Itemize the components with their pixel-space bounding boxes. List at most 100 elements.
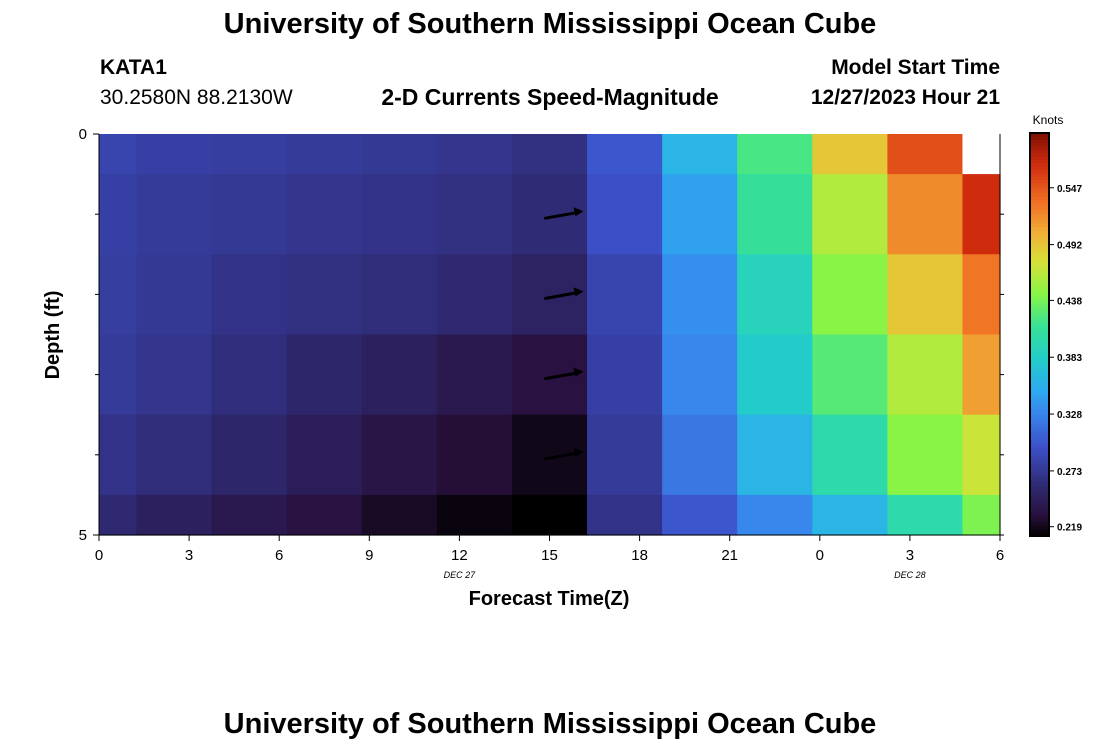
heatmap-cell (511, 494, 588, 536)
heatmap-cell (587, 254, 663, 336)
x-tick-label: 6 (996, 547, 1004, 564)
colorbar-segment (1030, 371, 1049, 376)
colorbar-segment (1030, 257, 1049, 262)
colorbar-segment (1030, 213, 1049, 218)
heatmap-cell (737, 494, 813, 536)
colorbar-segment (1030, 495, 1049, 500)
colorbar-segment (1030, 428, 1049, 433)
colorbar-segment (1030, 472, 1049, 477)
colorbar-segment (1030, 243, 1049, 248)
x-tick-label: 0 (95, 547, 103, 564)
heatmap-cell (887, 174, 964, 255)
colorbar-segment (1030, 294, 1049, 299)
colorbar-segment (1030, 237, 1049, 241)
colorbar-segment (1030, 196, 1049, 201)
colorbar-segment (1030, 317, 1049, 322)
colorbar-segment (1030, 529, 1049, 534)
colorbar-segment (1030, 159, 1049, 164)
colorbar-segment (1030, 448, 1049, 453)
colorbar-segment (1030, 341, 1049, 346)
x-axis-label: Forecast Time(Z) (469, 588, 630, 610)
heatmap-cell (361, 174, 438, 255)
colorbar-segment (1030, 492, 1049, 497)
colorbar-segment (1030, 183, 1049, 188)
heatmap-cell (211, 494, 288, 536)
current-vector-arrow (544, 367, 584, 381)
heatmap-cell (887, 414, 964, 496)
colorbar-segment (1030, 156, 1049, 161)
colorbar-segment (1030, 223, 1049, 228)
colorbar-segment (1030, 193, 1049, 198)
heatmap-cell (812, 134, 888, 175)
heatmap-cell (361, 414, 438, 496)
colorbar-segment (1030, 227, 1049, 231)
model-start-time: 12/27/2023 Hour 21 (810, 86, 1000, 109)
x-date-label: DEC 27 (444, 570, 477, 580)
colorbar-segment (1030, 368, 1049, 372)
heatmap-cell (136, 334, 213, 416)
colorbar: 0.219 0.273 0.328 0.383 0.438 0.492 0.547 (1029, 132, 1082, 537)
colorbar-segment (1030, 253, 1049, 258)
heatmap-cell (136, 254, 213, 336)
heatmap-cell (662, 414, 738, 496)
heatmap-cell (587, 414, 663, 496)
colorbar-segment (1030, 525, 1049, 530)
colorbar-segment (1030, 307, 1049, 312)
colorbar-segment (1030, 284, 1049, 288)
y-tick-label: 5 (79, 527, 87, 544)
colorbar-segment (1030, 354, 1049, 359)
heatmap-cell (211, 414, 288, 496)
heatmap-cell (812, 334, 888, 416)
chart-subtitle: 2-D Currents Speed-Magnitude (381, 84, 719, 110)
colorbar-segment (1030, 452, 1049, 456)
heatmap-cell (286, 134, 363, 175)
colorbar-segment (1030, 136, 1049, 141)
colorbar-segment (1030, 206, 1049, 211)
colorbar-segment (1030, 314, 1049, 319)
heatmap-cell (511, 174, 588, 255)
heatmap-cell (99, 134, 138, 175)
y-axis-label: Depth (ft) (42, 291, 64, 380)
heatmap-cell (211, 254, 288, 336)
heatmap-cell (511, 334, 588, 416)
heatmap-cell (436, 494, 513, 536)
heatmap-cell (887, 334, 964, 416)
colorbar-segment (1030, 475, 1049, 480)
colorbar-segment (1030, 334, 1049, 339)
colorbar-tick-label: 0.328 (1057, 410, 1082, 421)
heatmap-cell (99, 174, 138, 255)
colorbar-segment (1030, 216, 1049, 221)
colorbar-segment (1030, 240, 1049, 245)
colorbar-segment (1030, 405, 1049, 409)
colorbar-segment (1030, 398, 1049, 403)
colorbar-segment (1030, 394, 1049, 399)
heatmap-cell (511, 254, 588, 336)
heatmap-cell (286, 414, 363, 496)
colorbar-segment (1030, 143, 1049, 147)
heatmap-cell (962, 254, 1001, 336)
colorbar-segment (1030, 418, 1049, 423)
heatmap-cell (887, 494, 964, 536)
current-vectors (544, 207, 584, 461)
colorbar-segment (1030, 220, 1049, 225)
colorbar-segment (1030, 300, 1049, 305)
colorbar-segment (1030, 358, 1049, 362)
colorbar-segment (1030, 374, 1049, 379)
colorbar-segment (1030, 297, 1049, 302)
heatmap-cell (436, 334, 513, 416)
colorbar-segment (1030, 180, 1049, 184)
heatmap-cell (587, 494, 663, 536)
colorbar-segment (1030, 445, 1049, 450)
colorbar-segment (1030, 133, 1049, 137)
colorbar-segment (1030, 344, 1049, 349)
heatmap-cell (136, 414, 213, 496)
heatmap-cell (511, 134, 588, 175)
heatmap-cell (737, 334, 813, 416)
station-id: KATA1 (100, 56, 167, 79)
colorbar-segment (1030, 337, 1049, 342)
colorbar-segment (1030, 176, 1049, 181)
colorbar-segment (1030, 488, 1049, 493)
heatmap-cell (211, 174, 288, 255)
colorbar-segment (1030, 270, 1049, 275)
